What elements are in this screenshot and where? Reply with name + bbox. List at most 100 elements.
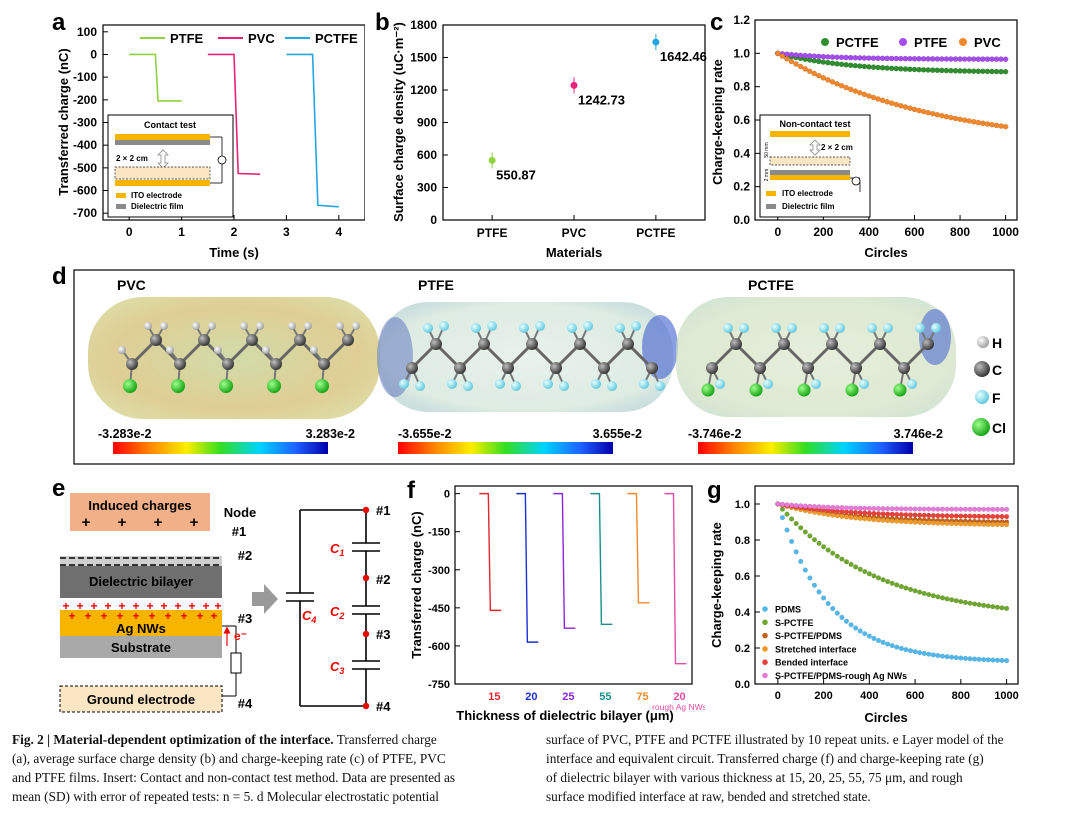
data-point-g — [862, 505, 868, 511]
data-point-g — [930, 512, 936, 519]
x-tick-label-c: 1000 — [992, 225, 1019, 239]
data-point-g — [830, 550, 836, 556]
y-tick-label-c: 0.8 — [733, 80, 750, 94]
data-point-g — [962, 521, 968, 527]
atom-f — [631, 321, 641, 331]
y-tick-label-a: -300 — [73, 116, 97, 130]
data-point-g — [999, 522, 1005, 528]
svg-text:+: + — [116, 609, 123, 623]
data-point-pvc — [793, 61, 799, 67]
atom-h — [288, 322, 296, 330]
data-point-g — [971, 521, 978, 527]
data-point-g — [784, 511, 790, 517]
data-point-pvc — [925, 109, 931, 116]
atom-f — [567, 323, 577, 333]
data-point-g — [971, 506, 978, 512]
data-point-g — [994, 657, 1000, 663]
panel-g: g 0.0 0.2 0.4 0.6 0.8 1.0 0 200 400 600 800 1000 P… — [707, 477, 1019, 725]
legend-marker-g — [762, 632, 768, 639]
legend-label-pvc: PVC — [248, 31, 275, 46]
data-point-g — [834, 513, 840, 519]
atom-f-icon — [975, 390, 989, 404]
data-point-pvc — [939, 112, 945, 119]
x-tick-label-g: 600 — [906, 690, 924, 702]
data-point-g — [875, 637, 882, 644]
data-point-g — [789, 502, 795, 508]
data-point-g — [999, 506, 1005, 512]
svg-text:+: + — [164, 609, 171, 623]
data-point-g — [779, 515, 785, 521]
svg-text:+: + — [100, 609, 107, 623]
y-tick-label-g: 0.0 — [735, 679, 750, 691]
svg-text:+: + — [160, 599, 167, 613]
panel-letter-e: e — [52, 475, 65, 502]
scale-max-pvc: 3.283e-2 — [306, 427, 355, 441]
y-tick-label-f: -450 — [428, 603, 450, 615]
legend-label-g: Bended interface — [775, 658, 848, 668]
y-axis-label-a: Transferred charge (nC) — [56, 48, 71, 195]
atom-cl — [797, 383, 811, 397]
caption-line-4: mean (SD) with error of repeated tests: … — [12, 789, 439, 804]
x-tick-label-g: 400 — [860, 690, 878, 702]
data-point-pvc — [847, 86, 854, 93]
panel-letter-g: g — [707, 477, 722, 504]
atom-c — [318, 358, 330, 370]
data-point-g — [848, 505, 854, 511]
data-point-pvc — [811, 70, 818, 77]
legend-label-pctfe: PCTFE — [315, 31, 358, 46]
atom-f — [543, 379, 553, 389]
atom-c — [574, 338, 586, 350]
data-point-g — [949, 513, 955, 519]
data-point-g — [949, 597, 955, 603]
atom-label-h: H — [992, 335, 1002, 351]
atom-c — [294, 334, 306, 346]
electron-label: e⁻ — [234, 629, 247, 643]
y-tick-label-a: 0 — [90, 47, 97, 61]
series-line-pvc — [207, 53, 261, 175]
svg-text:+: + — [104, 599, 111, 613]
data-point-g — [784, 502, 790, 508]
data-point-pvc — [843, 84, 849, 91]
data-point-g — [917, 519, 923, 525]
data-point-pvc — [916, 107, 922, 114]
data-point-pvc — [825, 77, 831, 83]
data-points-g — [775, 501, 1010, 664]
atom-f — [463, 381, 473, 391]
data-point-g — [843, 514, 850, 520]
data-point-g — [994, 604, 1000, 610]
data-point-g — [971, 601, 978, 607]
scale-max-pctfe: 3.746e-2 — [894, 427, 943, 441]
svg-text:+: + — [190, 514, 199, 531]
atom-h — [214, 346, 222, 354]
data-point-pctfe — [815, 58, 822, 65]
substrate-layer — [60, 636, 222, 658]
data-point-g — [930, 520, 936, 526]
data-point-g — [944, 513, 950, 519]
x-tick-label-a: 4 — [335, 225, 342, 239]
data-point-g — [807, 503, 813, 509]
y-tick-label-c: 1.2 — [733, 13, 750, 27]
x-tick-label-c: 400 — [859, 225, 879, 239]
atom-c — [826, 338, 838, 350]
y-tick-label-a: -600 — [73, 184, 97, 198]
y-tick-label-f: -750 — [428, 679, 450, 691]
data-point-g — [939, 520, 946, 526]
atom-c — [778, 338, 790, 350]
data-point-g — [898, 518, 904, 525]
data-point-g — [981, 521, 987, 527]
data-point-g — [944, 654, 950, 660]
data-point-g — [880, 517, 886, 523]
data-point-g — [994, 522, 1000, 528]
data-point-g — [962, 513, 968, 519]
atom-c-icon — [974, 361, 990, 377]
atom-f — [399, 379, 409, 389]
x-category-label-f: 20 — [673, 691, 685, 703]
data-point-g — [976, 602, 982, 608]
legend-label-g: S-PCTFE/PDMS-rough Ag NWs — [775, 671, 907, 681]
data-point-g — [939, 595, 946, 601]
data-point-g — [880, 506, 886, 512]
legend-label-pvc-c: PVC — [974, 35, 1001, 50]
legend-label-ptfe-c: PTFE — [914, 35, 948, 50]
atom-f — [471, 323, 481, 333]
data-point-g — [894, 511, 900, 518]
